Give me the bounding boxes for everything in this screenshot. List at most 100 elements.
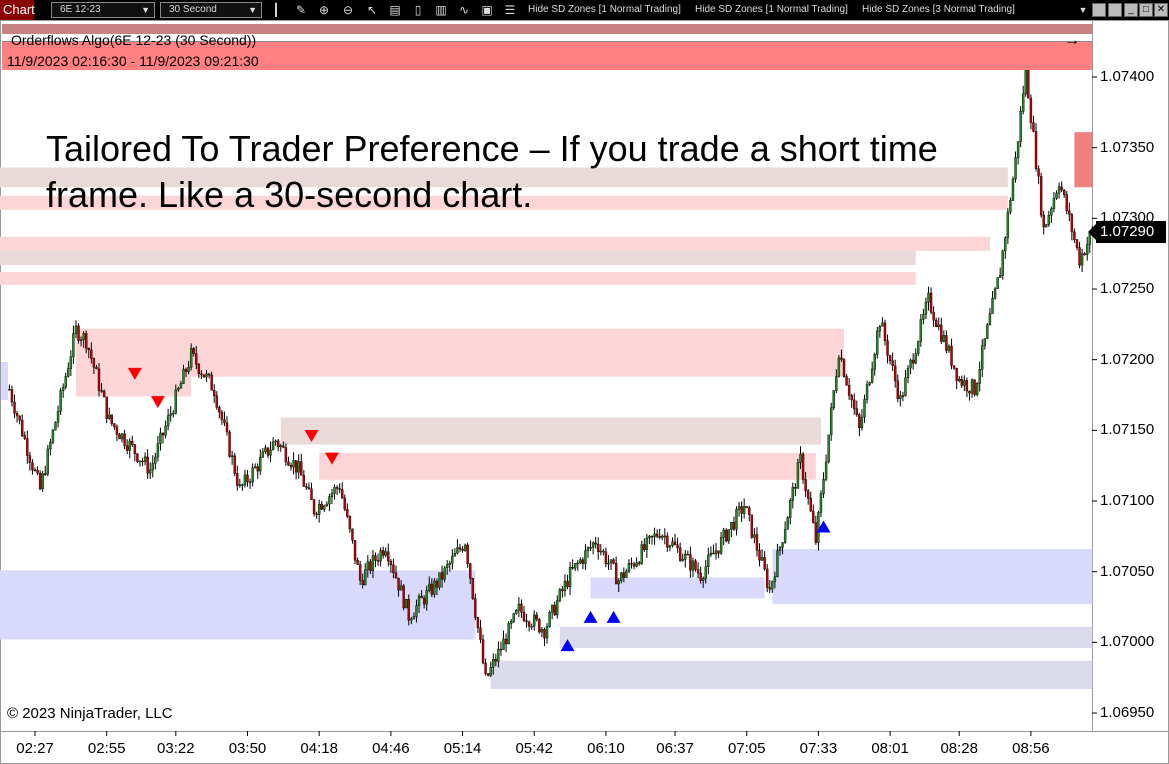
candle-body	[161, 432, 165, 436]
candle-body	[576, 562, 579, 565]
candle-body	[343, 497, 346, 510]
arrow-right-icon[interactable]: →	[1064, 32, 1080, 49]
candle-body	[10, 389, 14, 403]
candle-body	[248, 481, 252, 484]
candle-body	[1001, 250, 1004, 276]
price-tick-label: 1.07350	[1100, 138, 1155, 156]
candle-body	[177, 388, 180, 391]
close-icon[interactable]: ✕	[1154, 3, 1168, 17]
pointer-icon[interactable]: ↖	[366, 3, 378, 17]
candle-body	[97, 368, 101, 391]
candle-body	[568, 567, 572, 588]
candle-body	[860, 416, 864, 429]
copyright: © 2023 NinjaTrader, LLC	[7, 705, 173, 722]
candle-body	[8, 389, 11, 391]
candle-body	[958, 378, 961, 381]
candle-body	[709, 552, 713, 556]
time-tick-label: 03:50	[228, 740, 267, 757]
candle-body	[853, 399, 856, 409]
candle-body	[379, 550, 382, 562]
candle-body	[325, 503, 329, 507]
candle-body	[940, 324, 943, 342]
candle-body	[486, 673, 490, 676]
zoom-out-icon[interactable]: ⊖	[342, 3, 354, 17]
window-option-button[interactable]	[1092, 3, 1106, 17]
candle-body	[719, 537, 723, 554]
candle-body	[102, 390, 106, 398]
candle-body	[973, 379, 976, 395]
candle-body	[67, 368, 70, 377]
candle-body	[727, 529, 731, 542]
strategies-icon[interactable]: ∿	[458, 3, 470, 17]
candle-body	[287, 461, 290, 466]
hide-sd-zones-button-1[interactable]: Hide SD Zones [1 Normal Trading]	[528, 4, 681, 15]
candle-body	[870, 368, 874, 383]
list-icon[interactable]: ☰	[504, 3, 516, 17]
candle-body	[59, 390, 62, 412]
candle-body	[963, 380, 966, 386]
candle-body	[264, 447, 267, 452]
candle-body	[230, 455, 234, 458]
interval-selector[interactable]: 30 Second ▼	[160, 2, 262, 18]
candle-body	[783, 529, 787, 543]
templates-icon[interactable]: ▣	[481, 3, 493, 17]
time-tick-label: 05:42	[515, 740, 553, 757]
candle-body	[1045, 224, 1048, 228]
pencil-icon[interactable]: ✎	[295, 3, 307, 17]
minimize-icon[interactable]: _	[1124, 3, 1138, 17]
candle-body	[548, 612, 551, 627]
candle-body	[246, 474, 249, 483]
candle-body	[1037, 168, 1040, 177]
candle-body	[471, 578, 474, 599]
candle-body	[978, 369, 981, 384]
candle-body	[156, 443, 160, 458]
maximize-icon[interactable]: □	[1139, 3, 1153, 17]
candle-body	[545, 626, 549, 639]
candle-body	[886, 340, 889, 356]
candle-body	[341, 489, 344, 499]
candle-body	[64, 376, 67, 388]
candle-body	[789, 500, 792, 518]
candle-body	[1060, 186, 1063, 191]
candle-body	[837, 357, 841, 377]
data-box-icon[interactable]: ▤	[389, 3, 401, 17]
candle-body	[801, 453, 805, 480]
candle-body	[571, 567, 574, 569]
indicators-icon[interactable]: ▥	[435, 3, 447, 17]
dropdown-icon[interactable]: ▼	[1078, 5, 1088, 15]
candle-body	[366, 561, 370, 570]
candle-body	[174, 389, 178, 414]
properties-icon[interactable]: ▯	[414, 3, 422, 17]
time-tick-label: 08:01	[871, 740, 909, 757]
candle-body	[277, 440, 280, 447]
instrument-selector[interactable]: 6E 12-23 ▼	[51, 2, 155, 18]
candle-body	[187, 366, 190, 372]
hide-sd-zones-button-2[interactable]: Hide SD Zones [1 Normal Trading]	[695, 4, 848, 15]
candle-body	[561, 589, 564, 592]
candle-body	[812, 510, 815, 523]
candle-body	[1016, 141, 1020, 158]
zoom-in-icon[interactable]: ⊕	[318, 3, 330, 17]
candle-body	[415, 605, 418, 617]
candle-body	[397, 577, 400, 591]
bar-style-icon[interactable]: ┃	[272, 3, 280, 17]
candle-body	[1065, 194, 1068, 212]
candle-body	[991, 298, 994, 314]
candle-body	[730, 522, 733, 530]
candle-body	[125, 445, 129, 451]
candle-body	[169, 413, 172, 416]
candle-body	[256, 466, 259, 472]
chart-tab[interactable]: Chart	[0, 0, 35, 20]
candle-body	[922, 314, 925, 320]
candle-body	[218, 407, 221, 413]
window-option-button[interactable]	[1108, 3, 1122, 17]
candle-body	[850, 395, 853, 401]
candle-body	[704, 566, 707, 579]
candle-body	[883, 322, 887, 341]
candle-body	[894, 365, 897, 382]
supply-zone	[0, 250, 916, 265]
candle-body	[988, 313, 992, 325]
candle-body	[128, 440, 131, 451]
hide-sd-zones-button-3[interactable]: Hide SD Zones [3 Normal Trading]	[862, 4, 1015, 15]
